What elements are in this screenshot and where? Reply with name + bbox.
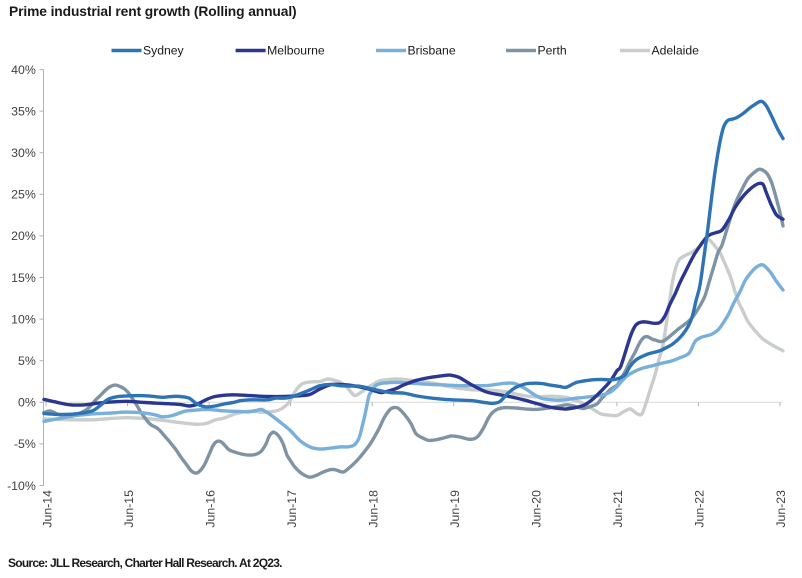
svg-text:-10%: -10% [7,479,36,493]
svg-text:Jun-16: Jun-16 [203,490,217,528]
svg-text:Jun-23: Jun-23 [774,490,788,528]
svg-text:35%: 35% [11,104,36,118]
svg-text:Melbourne: Melbourne [267,43,325,57]
svg-text:20%: 20% [11,229,36,243]
svg-text:Jun-15: Jun-15 [122,490,136,528]
svg-text:Brisbane: Brisbane [408,43,456,57]
svg-text:5%: 5% [18,354,36,368]
svg-text:Jun-21: Jun-21 [611,490,625,528]
svg-text:Jun-20: Jun-20 [530,490,544,528]
svg-text:Jun-18: Jun-18 [367,490,381,528]
svg-text:0%: 0% [18,396,36,410]
svg-text:30%: 30% [11,146,36,160]
svg-text:15%: 15% [11,271,36,285]
svg-text:Sydney: Sydney [143,43,185,57]
svg-text:Jun-19: Jun-19 [448,490,462,528]
svg-text:-5%: -5% [14,437,36,451]
svg-text:10%: 10% [11,312,36,326]
svg-text:Adelaide: Adelaide [652,43,700,57]
svg-text:Perth: Perth [538,43,567,57]
svg-text:Jun-17: Jun-17 [285,490,299,528]
svg-text:Jun-14: Jun-14 [40,490,54,528]
svg-text:40%: 40% [11,63,36,77]
svg-text:25%: 25% [11,188,36,202]
svg-text:Jun-22: Jun-22 [693,490,707,528]
